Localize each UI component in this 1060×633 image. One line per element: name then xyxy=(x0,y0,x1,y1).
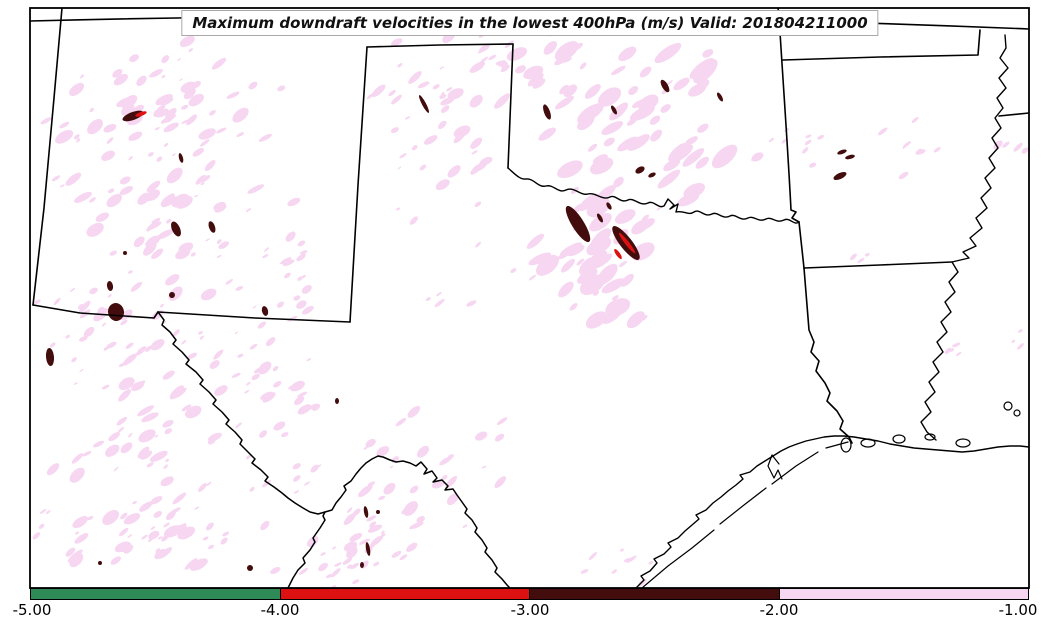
mississippi-river xyxy=(920,34,1009,441)
border-nm-mexico xyxy=(32,304,159,319)
colorbar-tick-label: -3.00 xyxy=(510,601,550,619)
contour-fill-red-layer xyxy=(135,111,636,260)
colorbar-tick-label: -1.00 xyxy=(998,601,1038,619)
border-ar-la-33n xyxy=(803,261,953,269)
rio-conchos-river xyxy=(287,511,326,588)
colorbar-segment-maroon xyxy=(529,589,779,599)
border-nm-tx-32n xyxy=(157,311,351,323)
colorbar xyxy=(30,588,1029,600)
colorbar-tick-label: -4.00 xyxy=(260,601,300,619)
border-tx-la-sabine xyxy=(803,267,853,444)
colorbar-tick-label: -2.00 xyxy=(759,601,799,619)
galveston-bay xyxy=(767,454,783,480)
colorbar-segment-green xyxy=(31,589,280,599)
border-ok-mo-ar xyxy=(777,8,800,223)
colorbar-segment-pink xyxy=(778,589,1028,599)
gulf-coastline xyxy=(635,435,1029,588)
title-box: Maximum downdraft velocities in the lowe… xyxy=(181,10,879,36)
border-tx-panhandle-north xyxy=(366,43,514,48)
mississippi-oxbow-lakes xyxy=(1003,401,1021,417)
border-az-nm xyxy=(32,8,63,306)
colorbar-segment-red xyxy=(279,589,529,599)
border-tx-nm-103w xyxy=(349,46,368,323)
border-tx-ar xyxy=(798,221,805,269)
border-tx-panhandle-east xyxy=(507,43,514,169)
louisiana-lakes xyxy=(840,433,971,453)
rio-grande-river xyxy=(157,311,511,588)
contour-fill-pink-layer xyxy=(32,29,1029,588)
red-river xyxy=(507,167,800,224)
page-title: Maximum downdraft velocities in the lowe… xyxy=(192,14,868,32)
colorbar-tick-label: -5.00 xyxy=(12,601,52,619)
border-mo-bootheel-36n xyxy=(998,112,1029,117)
border-ar-mo xyxy=(782,29,981,61)
barrier-islands xyxy=(641,441,849,588)
